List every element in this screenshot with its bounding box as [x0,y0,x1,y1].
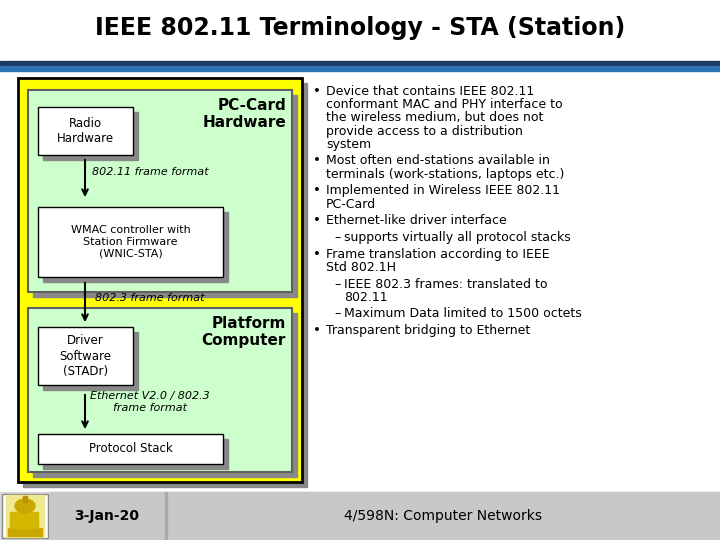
Text: Frame translation according to IEEE: Frame translation according to IEEE [326,248,549,261]
Bar [0,66,720,71]
Bar [2,494,48,538]
Text: 802.11: 802.11 [344,291,387,304]
Text: Platform
Computer: Platform Computer [202,316,286,348]
Text: conformant MAC and PHY interface to: conformant MAC and PHY interface to [326,98,562,111]
Text: 3-Jan-20: 3-Jan-20 [74,509,140,523]
Bar [38,207,223,277]
Text: 802.11 frame format: 802.11 frame format [91,167,208,177]
Text: provide access to a distribution: provide access to a distribution [326,125,523,138]
Bar [38,327,133,385]
Text: •: • [313,154,321,167]
Text: IEEE 802.11 Terminology - STA (Station): IEEE 802.11 Terminology - STA (Station) [95,16,625,40]
Text: Implemented in Wireless IEEE 802.11: Implemented in Wireless IEEE 802.11 [326,184,560,198]
Text: WMAC controller with
Station Firmware
(WNIC-STA): WMAC controller with Station Firmware (W… [71,225,190,259]
Bar [18,78,302,482]
Bar [43,439,228,469]
Bar [165,492,167,540]
Text: •: • [313,184,321,198]
Bar [38,434,223,464]
Text: Transparent bridging to Ethernet: Transparent bridging to Ethernet [326,324,530,337]
Text: •: • [313,85,321,98]
Text: Ethernet-like driver interface: Ethernet-like driver interface [326,214,507,227]
Bar [23,496,27,502]
Bar [28,308,292,472]
Text: system: system [326,138,371,151]
Bar [33,313,297,477]
Text: IEEE 802.3 frames: translated to: IEEE 802.3 frames: translated to [344,278,547,291]
Text: Device that contains IEEE 802.11: Device that contains IEEE 802.11 [326,85,534,98]
Text: –: – [334,278,341,291]
Text: Std 802.1H: Std 802.1H [326,261,396,274]
Text: 4/598N: Computer Networks: 4/598N: Computer Networks [344,509,542,523]
Text: Protocol Stack: Protocol Stack [89,442,172,456]
Bar [167,492,720,540]
Text: Maximum Data limited to 1500 octets: Maximum Data limited to 1500 octets [344,307,582,321]
Bar [33,95,297,297]
Text: •: • [313,214,321,227]
Text: 802.3 frame format: 802.3 frame format [95,293,204,303]
Text: Most often end-stations available in: Most often end-stations available in [326,154,550,167]
Text: •: • [313,324,321,337]
Text: the wireless medium, but does not: the wireless medium, but does not [326,111,544,124]
Bar [28,90,292,292]
Text: PC-Card
Hardware: PC-Card Hardware [202,98,286,130]
Text: Driver
Software
(STADr): Driver Software (STADr) [60,334,112,377]
Bar [8,528,42,536]
Text: terminals (work-stations, laptops etc.): terminals (work-stations, laptops etc.) [326,168,564,181]
Bar [10,512,38,528]
Text: supports virtually all protocol stacks: supports virtually all protocol stacks [344,231,571,244]
Text: –: – [334,231,341,244]
Ellipse shape [15,499,35,513]
Text: Radio
Hardware: Radio Hardware [57,117,114,145]
Bar [43,212,228,282]
Text: •: • [313,248,321,261]
Bar [50,492,165,540]
Bar [0,492,720,540]
Bar [38,107,133,155]
Bar [43,112,138,160]
Text: PC-Card: PC-Card [326,198,376,211]
Bar [23,83,307,487]
Bar [43,332,138,390]
Text: –: – [334,307,341,321]
Text: Ethernet V2.0 / 802.3
frame format: Ethernet V2.0 / 802.3 frame format [90,391,210,413]
Bar [0,61,720,66]
Bar [6,495,44,537]
